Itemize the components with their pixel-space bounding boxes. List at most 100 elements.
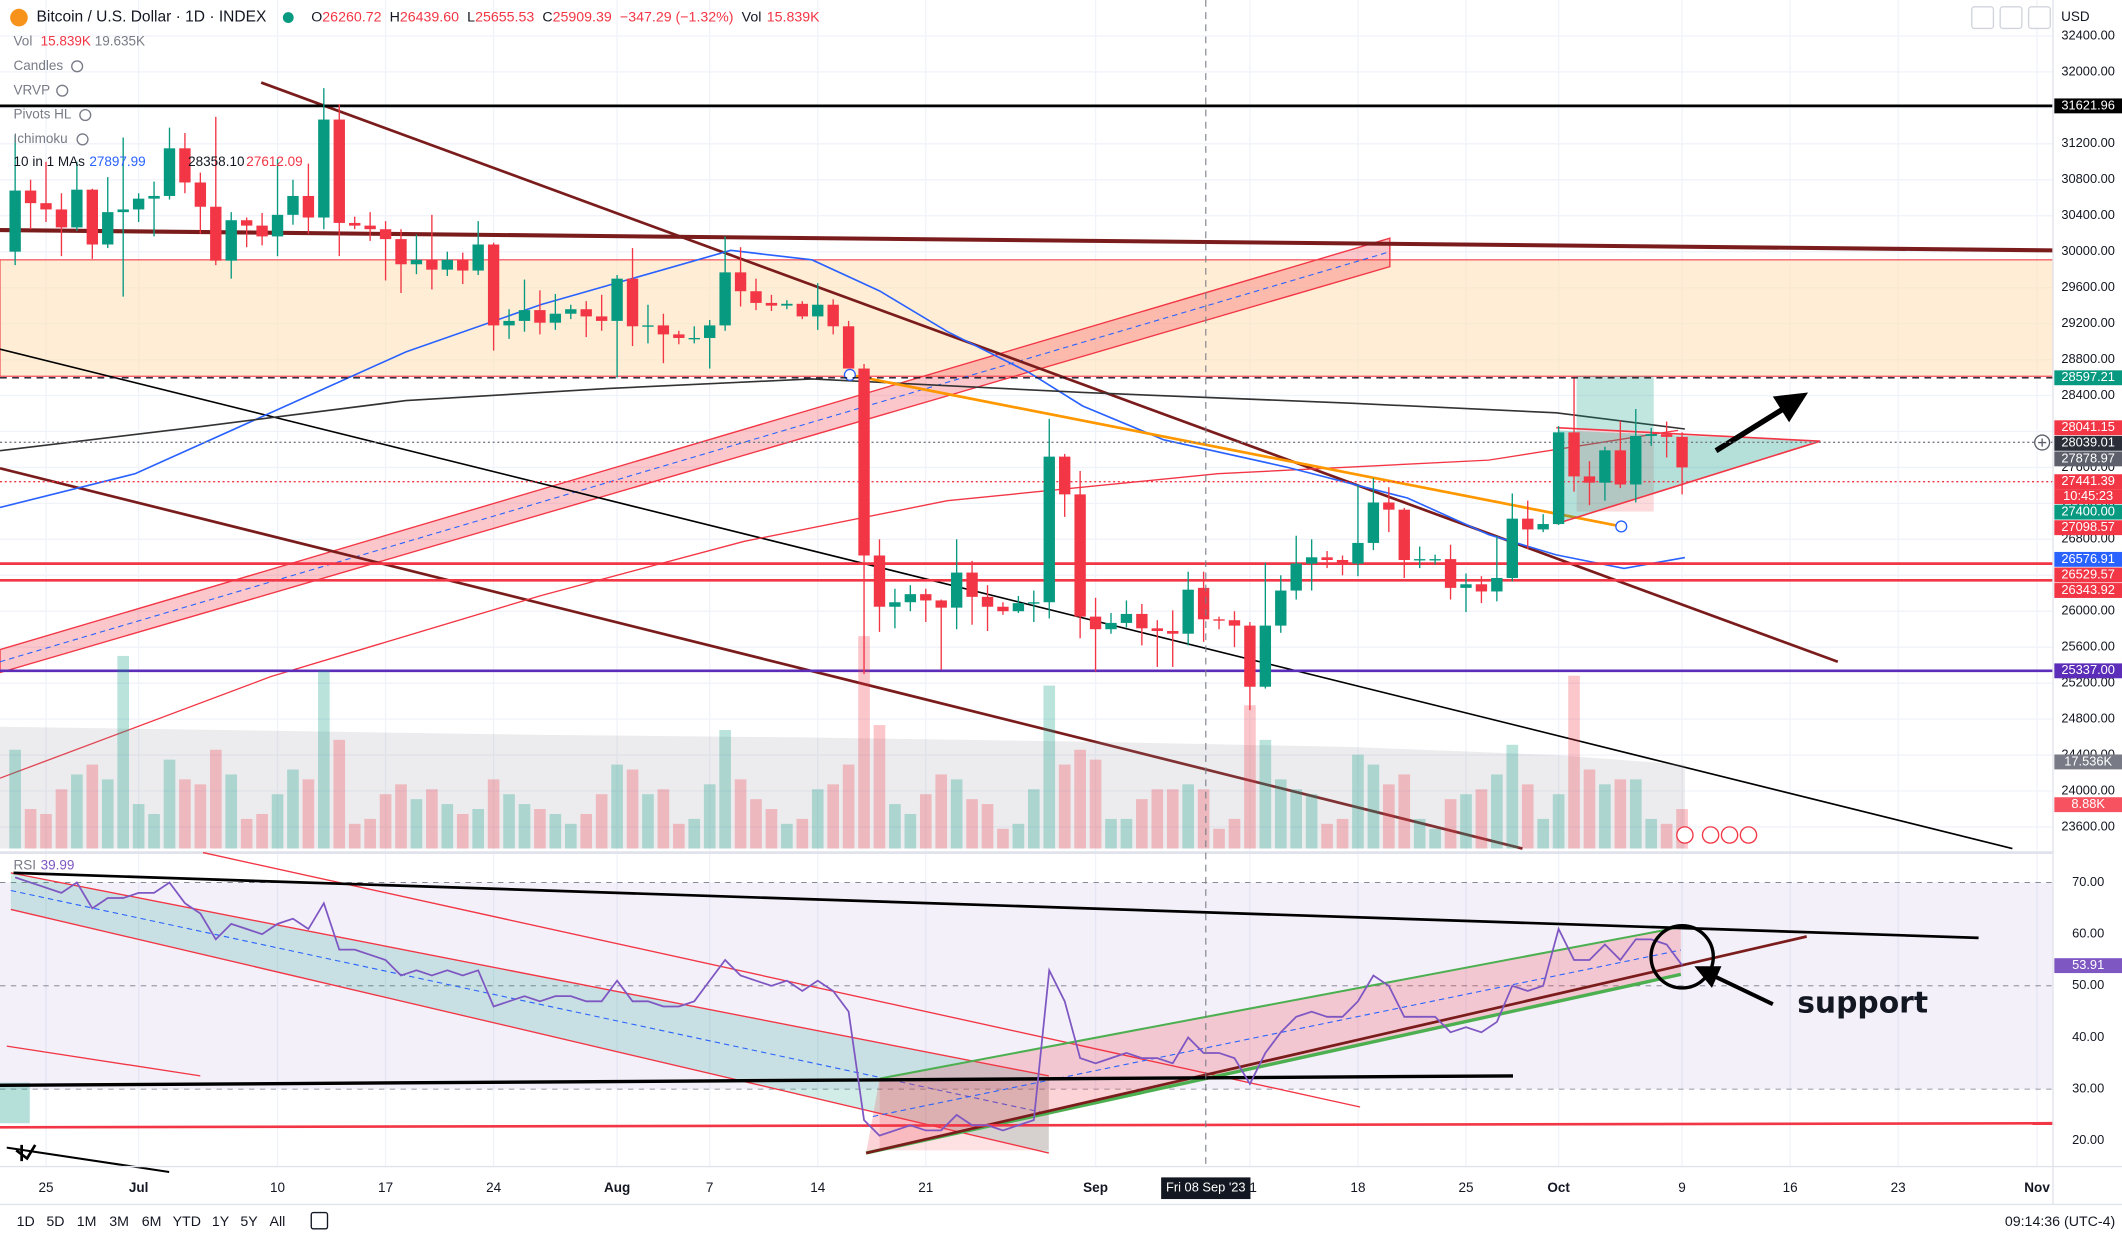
calendar-icon[interactable]: [310, 1211, 329, 1230]
range-button[interactable]: All: [270, 1214, 286, 1230]
candle-body: [24, 190, 37, 204]
y-tick-label: 25200.00: [2061, 675, 2115, 690]
candle-body: [1475, 584, 1488, 592]
trend-line: [849, 373, 1622, 528]
range-button[interactable]: 5Y: [240, 1214, 258, 1230]
x-tick-label: 24: [486, 1180, 502, 1195]
volume-bar: [611, 764, 623, 849]
rsi: [14, 876, 1683, 1137]
range-button[interactable]: 1M: [77, 1214, 97, 1230]
x-tick-label: Oct: [1547, 1180, 1570, 1195]
volume-bar: [811, 789, 824, 849]
volume-bar: [271, 794, 284, 849]
price-tag-label: 27441.39: [2061, 473, 2115, 488]
range-button[interactable]: 1D: [17, 1214, 35, 1230]
legend: Vol 15.839K 19.635K 10 in 1 MAs 27897.99…: [14, 34, 303, 873]
currency[interactable]: USD: [2061, 9, 2090, 24]
volume-bar: [873, 725, 886, 849]
candle-body: [1213, 619, 1225, 621]
trend-line: [0, 1074, 1514, 1088]
candle-body: [1043, 456, 1055, 603]
levels: [0, 104, 2053, 673]
volume-bar: [1321, 823, 1333, 849]
volume-bar: [703, 784, 716, 849]
volume-bar: [240, 818, 253, 849]
volume-bar: [24, 809, 37, 849]
candle-body: [1336, 559, 1349, 564]
button[interactable]: [1971, 6, 1995, 30]
legend-value: 28358.10: [188, 154, 244, 169]
volume-bar: [148, 813, 160, 849]
volume-bar: [256, 813, 268, 849]
clock: 09:14:36 (UTC-4): [2005, 1214, 2115, 1230]
candle-body: [225, 220, 237, 261]
candle-body: [611, 278, 623, 321]
candle-body: [441, 259, 453, 270]
y-tick-label: 32000.00: [2061, 63, 2115, 78]
anchor: [843, 368, 856, 381]
candle-body: [827, 304, 839, 327]
range-button[interactable]: 3M: [109, 1214, 129, 1230]
legend-value: 39.99: [41, 858, 75, 873]
visibility-icon[interactable]: [56, 84, 69, 97]
candle-body: [1074, 494, 1086, 617]
candle-body: [873, 555, 886, 607]
price-tag-label: 27878.97: [2061, 450, 2115, 465]
volume-bar: [642, 794, 654, 849]
candle-body: [595, 316, 608, 321]
button[interactable]: [1999, 6, 2023, 30]
symbol: Bitcoin / U.S. Dollar · 1D · INDEX: [37, 9, 267, 26]
event-icon: [1701, 826, 1720, 844]
status-dot: [282, 12, 294, 24]
candle-body: [642, 325, 654, 327]
volume-bar: [1629, 779, 1642, 849]
visibility-icon[interactable]: [71, 60, 84, 73]
ohlc-value: 25909.39: [553, 9, 612, 25]
x-tick-label: Nov: [2024, 1180, 2050, 1195]
candle-body: [1630, 435, 1642, 485]
legend-label: 10 in 1 MAs: [14, 154, 86, 169]
visibility-icon[interactable]: [79, 108, 92, 122]
target-box: [1576, 376, 1654, 431]
header: Bitcoin / U.S. Dollar · 1D · INDEX O2626…: [10, 6, 2090, 30]
legend-value: 19.635K: [95, 34, 145, 49]
visibility-icon[interactable]: [76, 133, 89, 146]
rsi-tick-label: 20.00: [2072, 1132, 2104, 1147]
candle-body: [534, 310, 546, 323]
candle-body: [1522, 518, 1534, 530]
y-tick-label: 29200.00: [2061, 315, 2115, 330]
candle-body: [395, 239, 407, 265]
candle-body: [549, 313, 562, 323]
candle-body: [1398, 509, 1410, 560]
arrow-head: [1772, 392, 1809, 423]
volume-bar: [1074, 749, 1086, 849]
change: −347.29 (−1.32%): [620, 9, 734, 25]
volume-bar: [1413, 818, 1426, 849]
volume-bar: [1537, 818, 1549, 849]
candle-body: [1506, 518, 1518, 578]
candle-body: [889, 602, 901, 607]
candle-body: [210, 206, 222, 261]
legend-label: RSI: [14, 858, 37, 873]
y-tick-label: 26000.00: [2061, 603, 2115, 618]
button[interactable]: [2027, 6, 2051, 30]
price-tag: [2054, 435, 2122, 451]
price-tag: [2054, 520, 2122, 536]
range-button[interactable]: YTD: [173, 1214, 201, 1230]
volume-tag: [2054, 797, 2122, 813]
volume-bar: [395, 784, 407, 849]
range-button[interactable]: 5D: [46, 1214, 64, 1230]
candle-body: [302, 195, 315, 218]
countdown-bg: [2054, 489, 2122, 505]
volume-bar: [935, 774, 948, 849]
candle-body: [1120, 613, 1133, 623]
range-button[interactable]: 6M: [142, 1214, 162, 1230]
candle-body: [1367, 502, 1380, 543]
x-tick-label: 25: [1458, 1180, 1473, 1195]
range-button[interactable]: 1Y: [212, 1214, 230, 1230]
zone-box: [0, 1082, 30, 1124]
candle-body: [1599, 450, 1611, 483]
rsi-line: [14, 876, 1683, 1137]
candle-body: [904, 594, 917, 603]
candle-body: [950, 572, 963, 608]
